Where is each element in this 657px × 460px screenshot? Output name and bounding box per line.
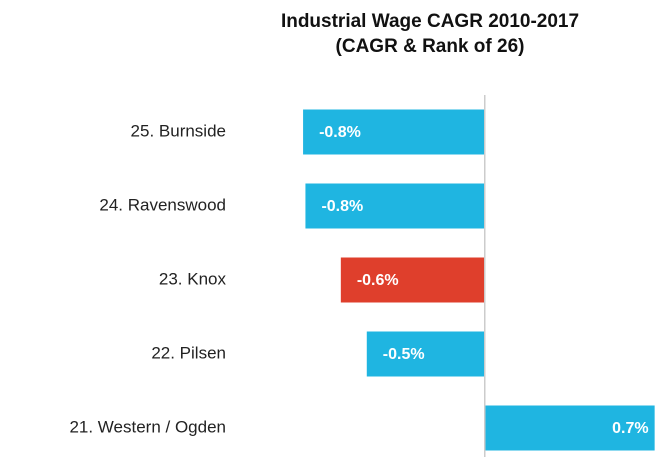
bar	[484, 405, 655, 451]
category-label: 25. Burnside	[131, 121, 226, 140]
bar	[366, 331, 485, 377]
bar	[305, 183, 485, 229]
category-label: 22. Pilsen	[151, 343, 226, 362]
category-label: 24. Ravenswood	[99, 195, 226, 214]
bar	[340, 257, 485, 303]
value-label: -0.5%	[383, 346, 425, 363]
chart-title: Industrial Wage CAGR 2010-2017	[281, 11, 579, 32]
category-label: 21. Western / Ogden	[69, 417, 226, 436]
chart-subtitle: (CAGR & Rank of 26)	[336, 36, 525, 57]
value-label: -0.6%	[357, 272, 399, 289]
value-label: -0.8%	[319, 124, 361, 141]
bar	[303, 109, 485, 155]
value-label: 0.7%	[612, 420, 648, 437]
value-label: -0.8%	[321, 198, 363, 215]
category-label: 23. Knox	[159, 269, 227, 288]
